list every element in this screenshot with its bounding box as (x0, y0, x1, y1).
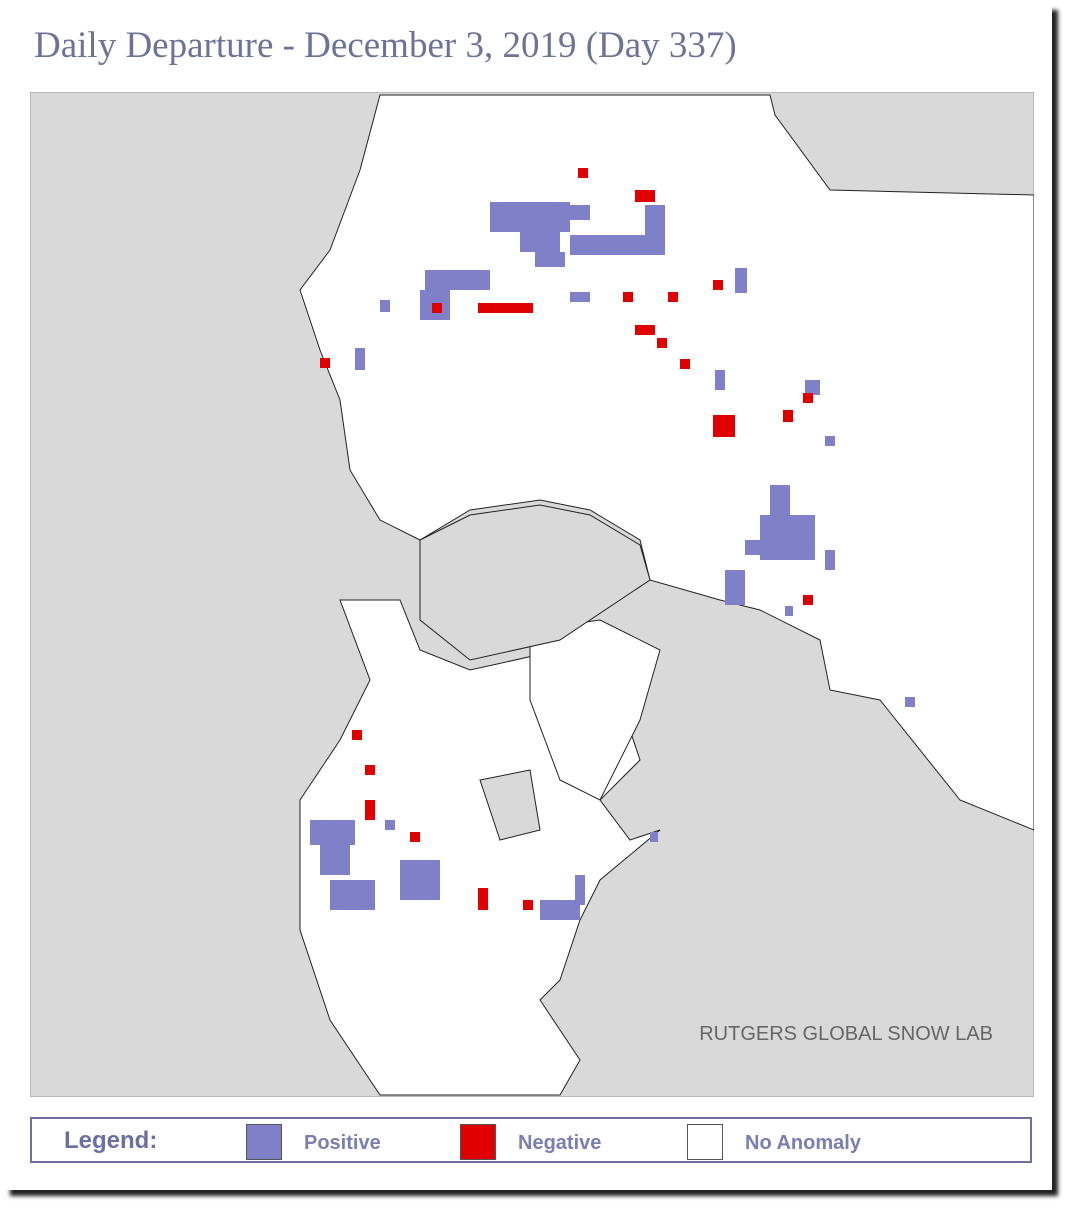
positive-cell (570, 235, 650, 255)
positive-cell (760, 515, 815, 560)
positive-cell (520, 232, 560, 252)
anomaly-cells (310, 168, 915, 920)
negative-cell (478, 888, 488, 910)
legend-label: Legend: (64, 1127, 158, 1154)
positive-cell (650, 832, 658, 842)
positive-cell (570, 292, 590, 302)
legend-text: No Anomaly (745, 1132, 861, 1154)
snow-map: RUTGERS GLOBAL SNOW LAB (30, 92, 1034, 1097)
legend-swatch (246, 1124, 282, 1160)
positive-cell (645, 205, 665, 255)
positive-cell (735, 268, 747, 293)
negative-cell (803, 595, 813, 605)
negative-cell (320, 358, 330, 368)
positive-cell (380, 300, 390, 312)
positive-cell (310, 820, 355, 845)
negative-cell (432, 303, 442, 313)
negative-cell (365, 765, 375, 775)
negative-cell (635, 190, 655, 202)
positive-cell (725, 570, 745, 605)
map-credit: RUTGERS GLOBAL SNOW LAB (699, 1023, 993, 1045)
positive-cell (535, 252, 565, 267)
positive-cell (905, 697, 915, 707)
negative-cell (713, 415, 735, 437)
negative-cell (680, 359, 690, 369)
negative-cell (803, 393, 813, 403)
negative-cell (365, 800, 375, 820)
inland-water (419, 504, 651, 841)
positive-cell (400, 860, 440, 900)
negative-cell (410, 832, 420, 842)
legend: Legend: Positive Negative No Anomaly (30, 1117, 1032, 1163)
page-title: Daily Departure - December 3, 2019 (Day … (34, 25, 737, 66)
positive-cell (575, 875, 585, 905)
negative-cell (623, 292, 633, 302)
negative-cell (352, 730, 362, 740)
positive-cell (385, 820, 395, 830)
positive-cell (825, 436, 835, 446)
positive-cell (330, 880, 375, 910)
negative-cell (478, 303, 533, 313)
positive-cell (805, 380, 820, 395)
positive-cell (320, 845, 350, 875)
positive-cell (745, 540, 765, 555)
legend-swatch (460, 1124, 496, 1160)
positive-cell (785, 606, 793, 616)
negative-cell (713, 280, 723, 290)
positive-cell (540, 900, 580, 920)
negative-cell (783, 410, 793, 422)
positive-cell (355, 348, 365, 370)
negative-cell (635, 325, 655, 335)
legend-text: Negative (518, 1132, 602, 1154)
negative-cell (523, 900, 533, 910)
legend-text: Positive (304, 1132, 381, 1154)
positive-cell (825, 550, 835, 570)
negative-cell (657, 338, 667, 348)
negative-cell (578, 168, 588, 178)
positive-cell (555, 205, 590, 220)
negative-cell (668, 292, 678, 302)
legend-swatch (687, 1124, 723, 1160)
positive-cell (715, 370, 725, 390)
positive-cell (425, 270, 490, 290)
